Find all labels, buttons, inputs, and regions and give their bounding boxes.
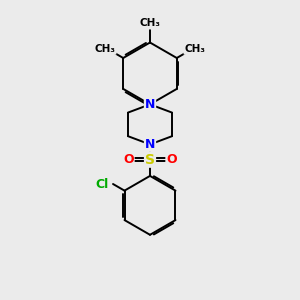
Text: N: N bbox=[145, 138, 155, 151]
Text: Cl: Cl bbox=[95, 178, 109, 190]
Text: O: O bbox=[167, 153, 177, 166]
Text: N: N bbox=[145, 98, 155, 111]
Text: O: O bbox=[123, 153, 134, 166]
Text: S: S bbox=[145, 153, 155, 167]
Text: CH₃: CH₃ bbox=[140, 18, 160, 28]
Text: CH₃: CH₃ bbox=[95, 44, 116, 54]
Text: CH₃: CH₃ bbox=[184, 44, 205, 54]
